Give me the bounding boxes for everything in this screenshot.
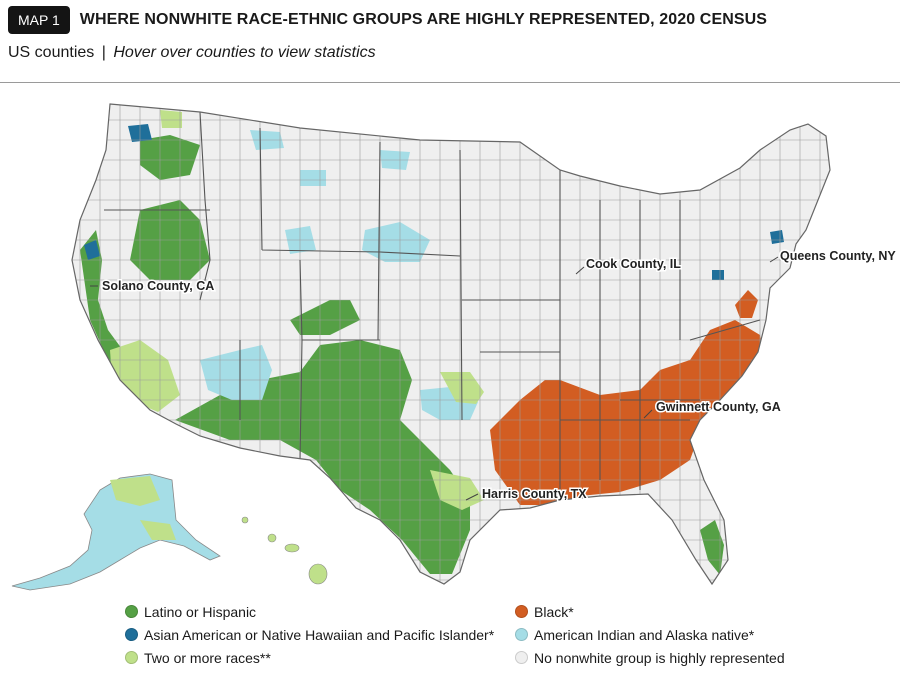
legend-item-asian: Asian American or Native Hawaiian and Pa…	[125, 623, 494, 646]
latino-region-colorado[interactable]	[290, 300, 360, 335]
conus-outline	[71, 103, 831, 586]
asian-region-bay-area[interactable]	[84, 240, 100, 260]
legend-label-black: Black*	[534, 603, 574, 620]
american-indian-region-southwest[interactable]	[200, 345, 272, 400]
two-or-more-region-northwest[interactable]	[160, 110, 182, 128]
legend-left-column: Latino or Hispanic Asian American or Nat…	[125, 600, 494, 669]
callout-leader-harris	[465, 493, 479, 501]
hawaii[interactable]	[241, 516, 328, 585]
map-subtitle: US counties | Hover over counties to vie…	[8, 44, 376, 62]
legend-swatch-american-indian	[515, 628, 528, 641]
legend-right-column: Black* American Indian and Alaska native…	[515, 600, 785, 669]
map-number-badge: MAP 1	[8, 6, 70, 34]
latino-region-washington[interactable]	[140, 135, 200, 180]
callouts: Solano County, CA Cook County, IL Queens…	[90, 248, 898, 503]
legend-item-american-indian: American Indian and Alaska native*	[515, 623, 785, 646]
legend-label-two-or-more: Two or more races**	[144, 649, 271, 666]
callout-gwinnett: Gwinnett County, GA	[656, 400, 781, 414]
callout-queens: Queens County, NY	[780, 249, 896, 263]
legend-swatch-two-or-more	[125, 651, 138, 664]
legend-label-none: No nonwhite group is highly represented	[534, 649, 785, 666]
alaska[interactable]	[11, 473, 221, 591]
subtitle-separator: |	[101, 44, 106, 61]
hawaii-island-3	[284, 543, 300, 553]
callout-leader-gwinnett	[643, 409, 653, 419]
hawaii-island-2	[267, 533, 277, 543]
legend-swatch-black	[515, 605, 528, 618]
legend-swatch-latino	[125, 605, 138, 618]
hawaii-island-4	[308, 563, 328, 585]
black-region-maryland[interactable]	[735, 290, 758, 318]
legend-label-latino: Latino or Hispanic	[144, 603, 257, 620]
subtitle-scope: US counties	[8, 44, 95, 61]
american-indian-region-montana[interactable]	[250, 130, 410, 186]
alaska-shape	[11, 473, 221, 591]
legend-item-two-or-more: Two or more races**	[125, 646, 494, 669]
callout-leader-cook	[575, 266, 585, 275]
subtitle-hover-hint: Hover over counties to view statistics	[113, 44, 376, 61]
header-divider	[0, 82, 900, 83]
callout-cook: Cook County, IL	[586, 257, 681, 271]
map-title: WHERE NONWHITE RACE-ETHNIC GROUPS ARE HI…	[79, 11, 768, 28]
legend-item-black: Black*	[515, 600, 785, 623]
black-region-southeast[interactable]	[490, 320, 766, 505]
legend-item-latino: Latino or Hispanic	[125, 600, 494, 623]
alaska-two-or-more	[110, 476, 176, 540]
callout-solano: Solano County, CA	[102, 279, 214, 293]
callout-leader-queens	[769, 256, 779, 263]
asian-region-northeast[interactable]	[712, 230, 784, 280]
legend-swatch-asian	[125, 628, 138, 641]
legend-label-american-indian: American Indian and Alaska native*	[534, 626, 755, 643]
hawaii-island-1	[241, 516, 249, 524]
callout-harris: Harris County, TX	[482, 487, 587, 501]
latino-region-california[interactable]	[80, 230, 140, 390]
header: MAP 1 WHERE NONWHITE RACE-ETHNIC GROUPS …	[8, 6, 767, 34]
state-borders	[104, 111, 761, 500]
us-county-map[interactable]: Solano County, CA Cook County, IL Queens…	[0, 84, 900, 594]
legend-item-none: No nonwhite group is highly represented	[515, 646, 785, 669]
legend-swatch-none	[515, 651, 528, 664]
latino-region-florida[interactable]	[700, 520, 724, 575]
legend-label-asian: Asian American or Native Hawaiian and Pa…	[144, 626, 495, 643]
